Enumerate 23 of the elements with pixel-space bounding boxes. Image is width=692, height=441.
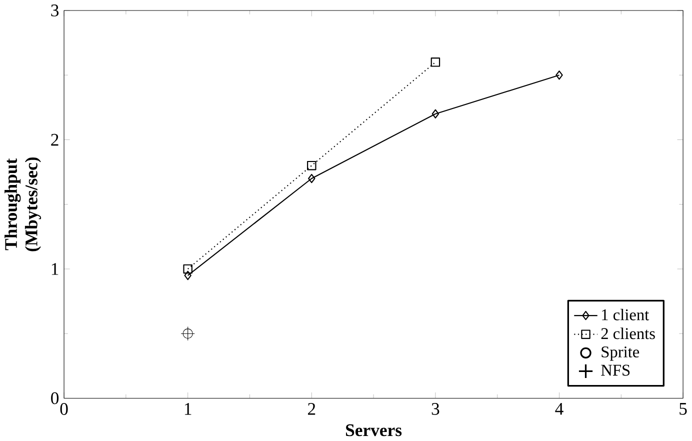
point	[183, 264, 192, 274]
y-tick-label: 2	[51, 134, 58, 146]
x-axis-title: Servers	[346, 424, 402, 436]
y-tick-label: 0	[51, 392, 59, 404]
x-tick-label: 1	[184, 403, 192, 415]
y-tick-label: 1	[52, 263, 58, 275]
y-axis-title: Throughput (Mbytes/sec)	[4, 158, 42, 252]
y-tick-label: 3	[51, 4, 59, 17]
legend-label: NFS	[601, 364, 630, 376]
legend-label: Sprite	[602, 346, 640, 361]
point	[307, 161, 316, 170]
point	[556, 70, 563, 80]
x-tick-label: 2	[308, 403, 316, 415]
legend-label: 2 clients	[601, 328, 655, 340]
x-tick-label: 4	[555, 403, 564, 415]
point	[430, 58, 440, 67]
legend-label: 1 client	[602, 308, 650, 320]
x-tick-label: 5	[680, 403, 687, 415]
point	[308, 174, 316, 184]
point	[184, 270, 192, 280]
x-tick-label: 3	[432, 403, 440, 416]
x-tick-label: 0	[60, 403, 68, 416]
point	[432, 109, 440, 119]
